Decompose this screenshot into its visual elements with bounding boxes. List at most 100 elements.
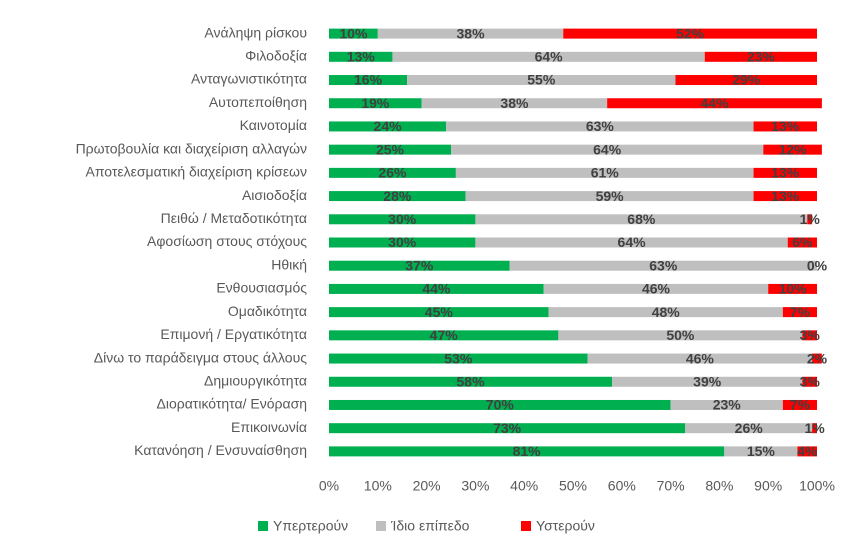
x-tick-label: 30% xyxy=(461,478,489,494)
value-label: 26% xyxy=(378,165,407,181)
bar-segment xyxy=(329,144,451,155)
value-label: 30% xyxy=(388,211,417,227)
x-tick-label: 70% xyxy=(657,478,685,494)
legend-swatch xyxy=(376,521,386,531)
value-label: 52% xyxy=(676,25,705,41)
y-tick-label: Κατανόηση / Ενσυναίσθηση xyxy=(134,442,307,458)
value-label: 13% xyxy=(771,165,800,181)
value-label: 61% xyxy=(591,165,620,181)
value-label: 53% xyxy=(444,350,473,366)
bar-segment xyxy=(329,260,510,271)
y-tick-label: Φιλοδοξία xyxy=(245,48,307,64)
legend-label: Υστερούν xyxy=(536,518,595,534)
bar-segment xyxy=(455,167,754,178)
bar-segment xyxy=(670,399,783,410)
y-tick-label: Διορατικότητα/ Ενόραση xyxy=(157,396,308,412)
bar-segment xyxy=(548,307,783,318)
value-label: 68% xyxy=(627,211,656,227)
y-tick-label: Ανάληψη ρίσκου xyxy=(204,24,307,40)
bar-segment xyxy=(685,423,813,434)
bar-segment xyxy=(329,121,447,132)
bar-segment xyxy=(329,353,588,364)
bar-segment xyxy=(377,28,564,39)
value-label: 7% xyxy=(790,304,811,320)
value-label: 70% xyxy=(486,397,515,413)
y-tick-label: Ενθουσιασμός xyxy=(216,280,307,296)
value-label: 4% xyxy=(797,443,818,459)
bar-segment xyxy=(763,144,822,155)
bar-segment xyxy=(392,51,705,62)
bar-segment xyxy=(787,237,817,248)
legend-swatch xyxy=(258,521,268,531)
value-label: 6% xyxy=(792,234,813,250)
bar-segment xyxy=(329,51,393,62)
value-label: 73% xyxy=(493,420,522,436)
bar-segment xyxy=(329,307,549,318)
value-label: 48% xyxy=(652,304,681,320)
y-tick-label: Αφοσίωση στους στόχους xyxy=(147,233,307,249)
bar-segment xyxy=(558,330,803,341)
value-label: 46% xyxy=(642,281,671,297)
y-tick-label: Πρωτοβουλία και διαχείριση αλλαγών xyxy=(76,140,307,156)
value-label: 7% xyxy=(790,397,811,413)
y-tick-label: Αποτελεσματική διαχείριση κρίσεων xyxy=(86,164,308,180)
value-label: 50% xyxy=(666,327,695,343)
bar-segment xyxy=(329,283,544,294)
value-label: 0% xyxy=(807,257,828,273)
bar-segment xyxy=(768,283,817,294)
value-label: 24% xyxy=(374,118,403,134)
x-tick-label: 90% xyxy=(754,478,782,494)
value-label: 58% xyxy=(457,373,486,389)
x-tick-label: 40% xyxy=(510,478,538,494)
value-label: 10% xyxy=(779,281,808,297)
legend-swatch xyxy=(521,521,531,531)
value-label: 38% xyxy=(500,95,529,111)
value-label: 64% xyxy=(593,141,622,157)
bar-segment xyxy=(587,353,813,364)
value-label: 13% xyxy=(771,188,800,204)
value-label: 45% xyxy=(425,304,454,320)
bar-segment xyxy=(329,399,671,410)
bar-segment xyxy=(802,330,817,341)
value-label: 2% xyxy=(807,350,828,366)
value-label: 1% xyxy=(800,211,821,227)
value-label: 13% xyxy=(771,118,800,134)
value-label: 44% xyxy=(701,95,730,111)
bar-segment xyxy=(446,121,754,132)
bar-segment xyxy=(329,214,476,225)
value-label: 3% xyxy=(800,327,821,343)
y-tick-label: Επικοινωνία xyxy=(231,419,307,435)
value-label: 25% xyxy=(376,141,405,157)
bar-segment xyxy=(509,260,817,271)
value-label: 12% xyxy=(779,141,808,157)
bar-segment xyxy=(329,423,686,434)
x-tick-label: 100% xyxy=(799,478,835,494)
y-tick-label: Ομαδικότητα xyxy=(228,303,307,319)
bar-segment xyxy=(465,191,754,202)
value-label: 39% xyxy=(693,373,722,389)
bar-segment xyxy=(329,75,408,86)
y-tick-label: Καινοτομία xyxy=(240,117,307,133)
value-label: 3% xyxy=(800,373,821,389)
legend-label: Ίδιο επίπεδο xyxy=(390,518,470,534)
value-label: 44% xyxy=(422,281,451,297)
bar-segment xyxy=(753,191,817,202)
bar-segment xyxy=(329,446,725,457)
value-label: 63% xyxy=(649,257,678,273)
value-label: 47% xyxy=(430,327,459,343)
value-label: 29% xyxy=(732,72,761,88)
value-label: 38% xyxy=(457,25,486,41)
value-label: 13% xyxy=(347,49,376,65)
value-label: 30% xyxy=(388,234,417,250)
x-tick-label: 50% xyxy=(559,478,587,494)
x-tick-label: 60% xyxy=(608,478,636,494)
bar-segment xyxy=(329,167,456,178)
bar-segment xyxy=(782,307,817,318)
y-tick-label: Ανταγωνιστικότητα xyxy=(191,71,307,87)
bar-segment xyxy=(329,237,476,248)
bar-segment xyxy=(451,144,764,155)
value-label: 19% xyxy=(361,95,390,111)
bar-segment xyxy=(675,75,817,86)
value-label: 55% xyxy=(527,72,556,88)
y-tick-label: Αισιοδοξία xyxy=(242,187,307,203)
